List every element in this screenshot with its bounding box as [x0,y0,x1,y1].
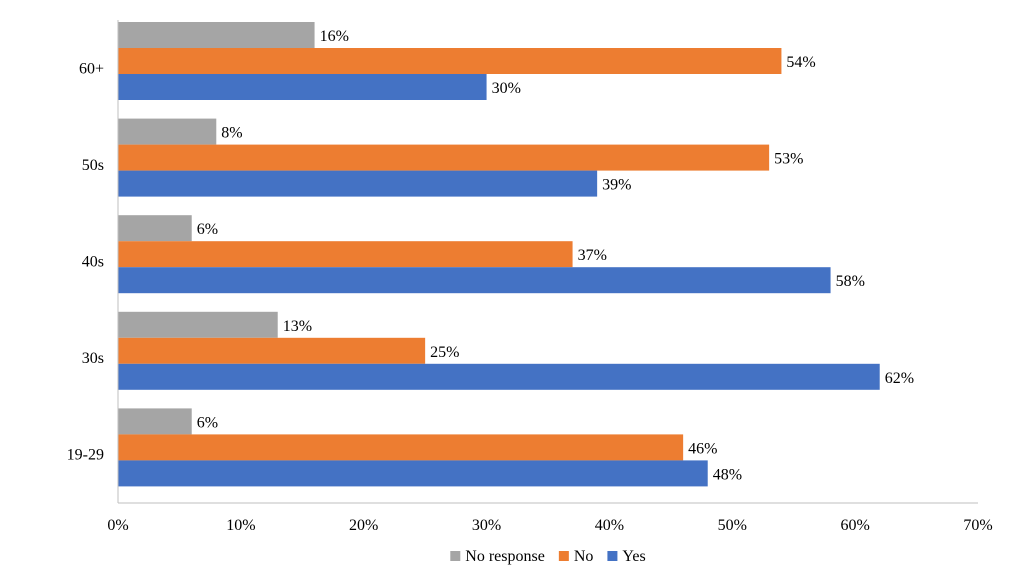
x-tick-label: 10% [226,517,255,534]
x-tick-labels-group: 0% 10% 20% 30% 40% 50% 60% 70% [107,517,992,534]
category-label-30s: 30s [82,350,104,367]
x-tick-label: 60% [840,517,869,534]
bar-no-30s [118,337,426,364]
category-label-19-29: 19-29 [67,447,104,464]
bar-yes-30s [118,363,880,390]
bar-yes-19-29 [118,460,708,487]
data-label-no-50s: 53% [774,151,803,168]
data-label-no-60plus: 54% [786,54,815,71]
data-label-no-40s: 37% [578,247,607,264]
bar-no-50s [118,144,770,171]
bar-yes-50s [118,170,598,197]
bar-no-60plus [118,48,782,74]
legend-label-no-response: No response [465,548,545,565]
legend-swatch-no-response [450,551,461,561]
bar-yes-60plus [118,74,487,100]
bar-no-response-50s [118,118,217,145]
data-label-no-response-60plus: 16% [320,28,349,45]
bar-no-response-19-29 [118,408,192,435]
category-labels-group: 60+ 50s 40s 30s 19-29 [67,60,104,463]
category-label-60plus: 60+ [79,60,104,77]
category-label-40s: 40s [82,254,104,271]
x-tick-label: 40% [595,517,624,534]
data-label-yes-19-29: 48% [713,466,742,483]
data-label-no-30s: 25% [430,344,459,361]
bar-no-response-40s [118,215,192,242]
data-labels-group: 16% 54% 30% 8% 53% 39% 6% 37% 58% 13% 25% 62% 6% 46% 4… [197,28,914,483]
bar-no-19-29 [118,434,684,461]
data-label-yes-60plus: 30% [492,80,521,97]
data-label-no-response-40s: 6% [197,221,218,238]
legend-swatch-no [558,551,569,561]
data-label-yes-40s: 58% [836,273,865,290]
x-tick-label: 0% [107,517,128,534]
bars-group [118,22,880,487]
bar-no-response-30s [118,311,278,338]
legend-label-no: No [574,548,594,565]
axes-group [117,20,978,504]
data-label-no-19-29: 46% [688,440,717,457]
x-tick-label: 70% [963,517,992,534]
bar-yes-40s [118,267,831,294]
bar-no-40s [118,241,573,268]
legend-swatch-yes [607,551,618,561]
data-label-no-response-30s: 13% [283,318,312,335]
data-label-yes-50s: 39% [602,177,631,194]
x-tick-label: 30% [472,517,501,534]
x-tick-label: 50% [718,517,747,534]
data-label-yes-30s: 62% [885,370,914,387]
data-label-no-response-19-29: 6% [197,414,218,431]
legend-label-yes: Yes [622,548,645,565]
x-tick-label: 20% [349,517,378,534]
bar-no-response-60plus [118,22,315,48]
data-label-no-response-50s: 8% [221,125,242,142]
legend: No response No Yes [450,548,646,565]
category-label-50s: 50s [82,157,104,174]
